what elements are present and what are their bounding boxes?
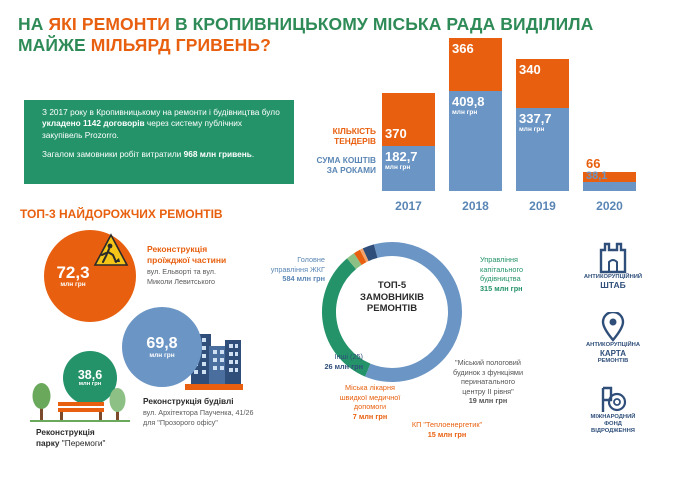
bar-sum-2017 bbox=[382, 146, 435, 191]
park-icon bbox=[30, 378, 130, 422]
donut-label-teploenergetik: КП "Теплоенергетик" 15 млн грн bbox=[411, 420, 483, 439]
bar-sum-unit-2019: млн грн bbox=[519, 126, 545, 134]
donut-label-zhkg: Головне управління ЖКГ 584 млн грн bbox=[270, 255, 325, 283]
top3-unit: млн грн bbox=[78, 381, 102, 388]
bar-sum-unit-2018: млн грн bbox=[452, 108, 478, 116]
top1-title: Реконструкція проїжджої частини bbox=[147, 244, 227, 265]
road-works-icon bbox=[93, 233, 129, 269]
anticorruption-repair-map-logo: АНТИКОРУПЦІЙНА КАРТА РЕМОНТІВ bbox=[581, 312, 645, 374]
donut-label-maternity: "Міський пологовий будинок з функціями п… bbox=[452, 358, 524, 405]
top2-title: Реконструкція будівлі bbox=[143, 396, 234, 406]
x-axis-label-2019: 2019 bbox=[529, 199, 556, 213]
donut-svg bbox=[322, 242, 462, 382]
top1-circle: 72,3 млн грн bbox=[44, 230, 136, 322]
bar-sum-unit-2020: млн грн bbox=[586, 183, 612, 191]
donut-segment-maternity-hospital bbox=[347, 253, 362, 270]
x-axis-label-2018: 2018 bbox=[462, 199, 489, 213]
donut-center-label: ТОП-5 ЗАМОВНИКІВ РЕМОНТІВ bbox=[360, 280, 424, 314]
anticorruption-headquarters-logo: АНТИКОРУПЦІЙНИЙ ШТАБ bbox=[581, 240, 645, 300]
donut-chart bbox=[317, 237, 467, 387]
bar-sum-label-2019: 337,7 bbox=[519, 111, 552, 127]
bar-tenders-label-2019: 340 bbox=[519, 61, 541, 77]
bar-sum-unit-2017: млн грн bbox=[385, 164, 411, 172]
x-axis-label-2017: 2017 bbox=[395, 199, 422, 213]
legend-sums: СУМА КОШТІВ ЗА РОКАМИ bbox=[316, 155, 376, 175]
top2-value: 69,8 bbox=[146, 334, 178, 352]
top2-unit: млн грн bbox=[149, 351, 175, 359]
top2-circle: 69,8 млн грн bbox=[122, 307, 202, 387]
bar-tenders-2020 bbox=[583, 172, 636, 182]
donut-label-capital: Управління капітального будівництва 315 … bbox=[480, 255, 524, 293]
bar-tenders-label-2018: 366 bbox=[452, 40, 474, 56]
donut-label-ambulance: Міська лікарня швидкої медичної допомоги… bbox=[339, 383, 401, 421]
bar-sum-2018 bbox=[449, 90, 502, 191]
donut-label-others: Інші (25) 26 млн грн bbox=[324, 352, 363, 371]
top1-unit: млн грн bbox=[60, 281, 86, 288]
bar-sum-2020 bbox=[583, 181, 636, 191]
bar-tenders-2019 bbox=[516, 58, 569, 109]
top3-title: Реконструкція парку "Перемоги" bbox=[36, 427, 106, 448]
bar-tenders-2018 bbox=[449, 37, 502, 91]
bar-tenders-label-2020: 66 bbox=[586, 156, 601, 172]
summary-box: З 2017 року в Кропивницькому на ремонти … bbox=[24, 100, 294, 184]
donut-segment-capital-construction bbox=[322, 258, 371, 377]
top3-circle: 38,6 млн грн bbox=[63, 351, 117, 405]
top1-value: 72,3 bbox=[56, 263, 90, 282]
summary-paragraph-2: Загалом замовники робіт витратили 968 мл… bbox=[42, 148, 255, 159]
donut-center bbox=[337, 257, 447, 367]
summary-paragraph-1: З 2017 року в Кропивницькому на ремонти … bbox=[42, 107, 280, 140]
donut-segment-teploenergetik bbox=[353, 249, 367, 266]
x-axis-label-2020: 2020 bbox=[596, 199, 623, 213]
donut-segment-others bbox=[362, 244, 378, 262]
legend-tenders: КІЛЬКІСТЬ ТЕНДЕРІВ bbox=[332, 126, 376, 146]
bar-sum-label-2018: 409,8 bbox=[452, 93, 485, 109]
top3-title: ТОП-3 НАЙДОРОЖЧИХ РЕМОНТІВ bbox=[20, 207, 223, 221]
donut-segment-ambulance-hospital bbox=[359, 248, 369, 263]
top3-value: 38,6 bbox=[77, 367, 103, 382]
page-title-line-2: МАЙЖЕ МІЛЬЯРД ГРИВЕНЬ? bbox=[18, 35, 271, 55]
bar-tenders-label-2017: 370 bbox=[385, 126, 407, 142]
top2-desc: вул. Архітектора Паученка, 41/26 для "Пр… bbox=[143, 408, 254, 427]
renaissance-foundation-logo: МІЖНАРОДНИЙ ФОНД ВІДРОДЖЕННЯ bbox=[581, 386, 645, 442]
top1-desc: вул. Ельворті та вул. Миколи Левитського bbox=[147, 267, 216, 286]
bar-sum-2019 bbox=[516, 108, 569, 191]
bar-sum-label-2017: 182,7 bbox=[385, 149, 418, 165]
page-title-line-1: НА ЯКІ РЕМОНТИ В КРОПИВНИЦЬКОМУ МІСЬКА Р… bbox=[18, 14, 594, 34]
donut-segment-zhkg bbox=[365, 242, 462, 382]
bar-tenders-2017 bbox=[382, 92, 435, 147]
bar-sum-label-2020: 38,1 bbox=[586, 170, 608, 183]
